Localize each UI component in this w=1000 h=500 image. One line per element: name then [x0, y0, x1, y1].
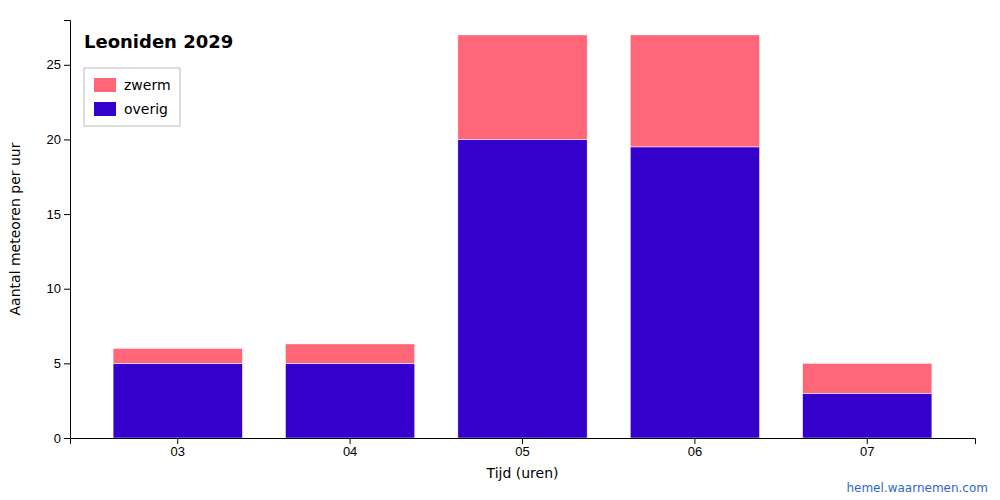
title: Leoniden 2029: [84, 31, 233, 52]
x-axis-title: Tijd (uren): [486, 465, 559, 481]
tick-mark: [64, 65, 70, 66]
legend-swatch: [94, 78, 116, 92]
tick-label: 20: [47, 132, 61, 147]
tick-mark: [64, 214, 70, 215]
tick-mark: [867, 438, 868, 444]
legend-item: zwerm: [94, 77, 171, 93]
x-axis: 03 04 05 06 07: [71, 438, 976, 459]
tick: 10: [47, 281, 70, 296]
bars: [113, 35, 932, 438]
tick: 03: [171, 438, 185, 459]
tick: 05: [515, 438, 529, 459]
legend: zwerm overig: [84, 68, 180, 126]
y-axis-title: Aantal meteoren per uur: [7, 142, 23, 315]
tick: 25: [47, 57, 70, 72]
y-axis: 0 5 10 15 20 25: [47, 21, 71, 446]
bar-series: [113, 139, 932, 438]
chart: 03040506070510152025Leoniden 2029zwermov…: [0, 0, 1000, 500]
tick-label: 5: [54, 356, 61, 371]
tick-label: 10: [47, 281, 61, 296]
tick-label: 04: [343, 444, 357, 459]
tick-label: 05: [515, 444, 529, 459]
tick: 04: [343, 438, 357, 459]
tick-mark: [64, 289, 70, 290]
bar: [113, 348, 242, 363]
tick-mark: [64, 438, 70, 439]
bar-series: [113, 35, 932, 393]
tick-label: 07: [860, 444, 874, 459]
tick-label: 15: [47, 207, 61, 222]
tick-label: 06: [688, 444, 702, 459]
bar: [630, 35, 759, 147]
bar: [113, 363, 242, 438]
bar: [803, 393, 932, 438]
tick-label: 0: [54, 431, 61, 446]
tick-label: 25: [47, 57, 61, 72]
bar: [285, 344, 414, 363]
tick-mark: [64, 139, 70, 140]
bar: [458, 35, 587, 140]
legend-frame: [84, 68, 180, 126]
bar: [630, 147, 759, 438]
tick: 5: [54, 356, 70, 371]
annotation: hemel.waarnemen.com: [846, 481, 988, 495]
tick: 0: [54, 431, 70, 446]
legend-item: overig: [94, 101, 168, 117]
axis-line: [71, 439, 976, 445]
tick-mark: [694, 438, 695, 444]
chart-container: 03040506070510152025Leoniden 2029zwermov…: [0, 0, 1000, 500]
plot: 03040506070510152025Leoniden 2029zwermov…: [47, 21, 976, 460]
tick: 15: [47, 207, 70, 222]
bar: [458, 139, 587, 438]
bar: [285, 363, 414, 438]
tick: 07: [860, 438, 874, 459]
tick: 20: [47, 132, 70, 147]
axis-line: [64, 21, 71, 439]
tick-label: 03: [171, 444, 185, 459]
tick-mark: [64, 363, 70, 364]
legend-label: zwerm: [124, 77, 171, 93]
legend-label: overig: [124, 101, 168, 117]
tick-mark: [522, 438, 523, 444]
bar: [803, 363, 932, 393]
tick-mark: [350, 438, 351, 444]
tick: 06: [688, 438, 702, 459]
legend-swatch: [94, 102, 116, 116]
tick-mark: [177, 438, 178, 444]
